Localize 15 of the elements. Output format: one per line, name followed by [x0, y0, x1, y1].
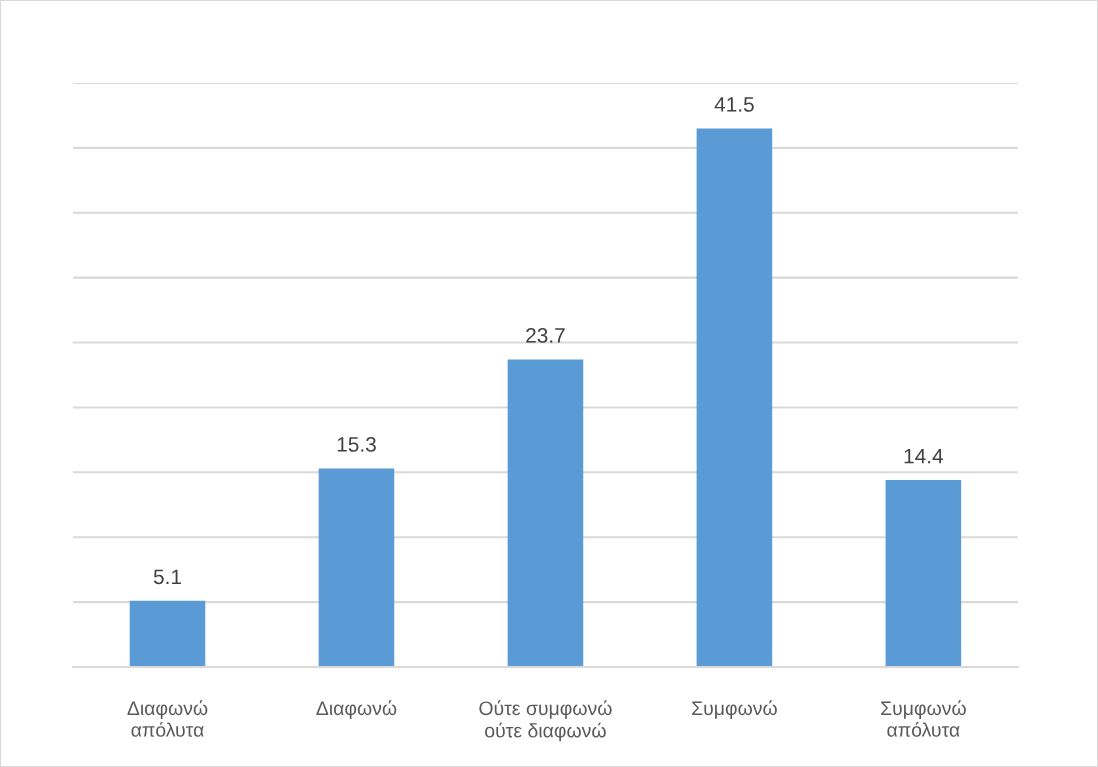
x-tick-label: Διαφωνώ: [316, 700, 397, 719]
bar: [885, 480, 962, 667]
x-tick-label: Συμφωνώ: [692, 700, 777, 719]
bar: [507, 359, 584, 667]
data-label: 23.7: [526, 328, 565, 343]
bar: [129, 600, 206, 667]
x-tick-label: Ούτε συμφωνώ ούτε διαφωνώ: [479, 700, 612, 742]
bar: [696, 128, 773, 667]
data-label: 15.3: [337, 437, 376, 452]
x-tick-label: Διαφωνώ απόλυτα: [127, 700, 208, 737]
data-label: 14.4: [904, 448, 944, 464]
bar: [318, 468, 395, 667]
data-label: 5.1: [153, 569, 181, 585]
x-tick-label: Συμφωνώ απόλυτα: [881, 700, 966, 737]
data-label: 41.5: [714, 97, 754, 112]
